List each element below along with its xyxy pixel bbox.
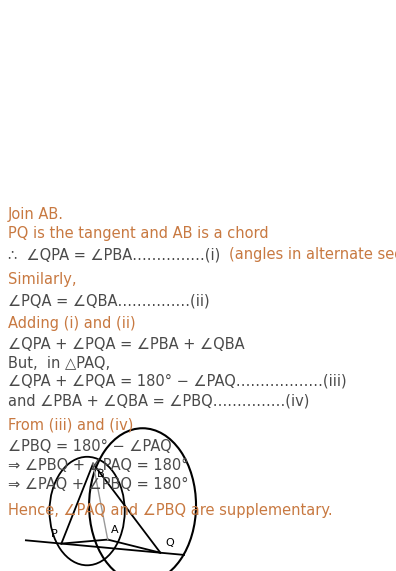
Text: (angles in alternate segment): (angles in alternate segment) [230,247,396,262]
Text: Q: Q [166,538,174,548]
Text: PQ is the tangent and AB is a chord: PQ is the tangent and AB is a chord [8,226,268,241]
Text: ∠PQA = ∠QBA……………(ii): ∠PQA = ∠QBA……………(ii) [8,293,209,308]
Text: But,  in △PAQ,: But, in △PAQ, [8,356,110,371]
Text: ∠QPA + ∠PQA = 180° − ∠PAQ………………(iii): ∠QPA + ∠PQA = 180° − ∠PAQ………………(iii) [8,374,346,389]
Text: From (iii) and (iv): From (iii) and (iv) [8,418,133,433]
Text: Hence, ∠PAQ and ∠PBQ are supplementary.: Hence, ∠PAQ and ∠PBQ are supplementary. [8,503,333,518]
Text: B: B [97,469,105,478]
Text: Adding (i) and (ii): Adding (i) and (ii) [8,316,135,331]
Text: Similarly,: Similarly, [8,272,76,287]
Text: ∠QPA + ∠PQA = ∠PBA + ∠QBA: ∠QPA + ∠PQA = ∠PBA + ∠QBA [8,337,245,352]
Text: P: P [51,529,58,538]
Text: and ∠PBA + ∠QBA = ∠PBQ……………(iv): and ∠PBA + ∠QBA = ∠PBQ……………(iv) [8,393,309,408]
Text: ∠PBQ = 180° − ∠PAQ: ∠PBQ = 180° − ∠PAQ [8,439,172,454]
Text: A: A [111,525,118,534]
Text: ⇒ ∠PAQ + ∠PBQ = 180°: ⇒ ∠PAQ + ∠PBQ = 180° [8,477,188,492]
Text: Join AB.: Join AB. [8,207,64,222]
Text: ∴  ∠QPA = ∠PBA……………(i): ∴ ∠QPA = ∠PBA……………(i) [8,247,230,262]
Text: ⇒ ∠PBQ + ∠PAQ = 180°: ⇒ ∠PBQ + ∠PAQ = 180° [8,458,188,473]
